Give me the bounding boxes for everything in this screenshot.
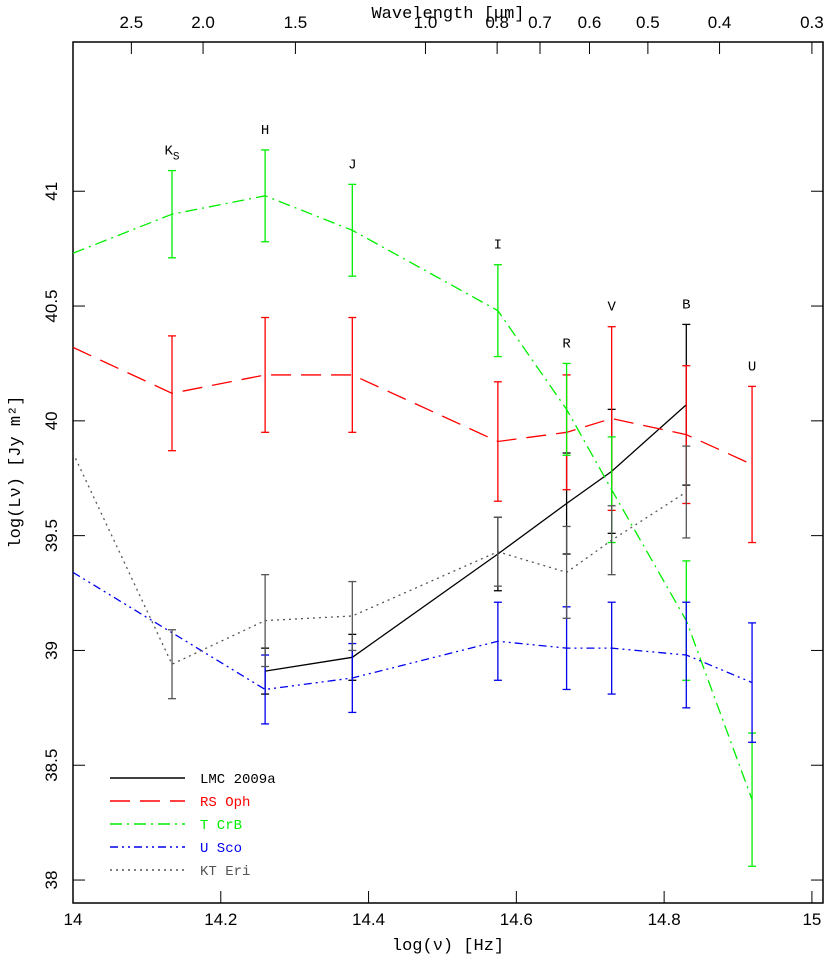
y-tick-label: 39 bbox=[42, 641, 61, 660]
error-bar bbox=[261, 316, 270, 433]
x2-tick-label: 2.0 bbox=[191, 13, 215, 32]
legend-label: U Sco bbox=[200, 841, 242, 857]
error-bar bbox=[348, 580, 357, 652]
error-bar bbox=[493, 381, 502, 502]
legend-label: LMC 2009a bbox=[200, 772, 276, 788]
x2-axis-label: Wavelength [μm] bbox=[371, 5, 524, 24]
x-tick-label: 15 bbox=[802, 910, 821, 929]
series-line bbox=[73, 452, 687, 666]
band-label-sub: S bbox=[173, 152, 180, 164]
x-tick-label: 14.2 bbox=[204, 910, 237, 929]
x2-tick-label: 2.5 bbox=[120, 13, 144, 32]
error-bar bbox=[348, 183, 357, 277]
error-bar bbox=[607, 505, 616, 576]
band-label: H bbox=[261, 123, 269, 139]
error-bar bbox=[493, 516, 502, 587]
error-bar bbox=[261, 574, 270, 668]
x2-tick-label: 1.0 bbox=[414, 13, 438, 32]
error-bar bbox=[261, 149, 270, 243]
error-bar bbox=[493, 601, 502, 681]
error-bar bbox=[748, 385, 757, 544]
x2-tick-label: 0.8 bbox=[485, 13, 509, 32]
error-bar bbox=[168, 335, 177, 452]
band-label: B bbox=[682, 297, 690, 313]
error-bar bbox=[748, 622, 757, 743]
error-bar bbox=[493, 264, 502, 358]
band-label: U bbox=[748, 359, 756, 375]
legend-label: T CrB bbox=[200, 818, 242, 834]
x-tick-label: 14 bbox=[64, 910, 83, 929]
band-label: I bbox=[494, 238, 502, 254]
error-bar bbox=[562, 525, 571, 619]
band-label: R bbox=[562, 336, 571, 352]
series-line bbox=[73, 346, 753, 466]
error-bar bbox=[348, 316, 357, 433]
y-axis-label: log(Lν) [Jy m²] bbox=[7, 395, 26, 548]
y-tick-label: 38 bbox=[42, 871, 61, 890]
y-tick-label: 40.5 bbox=[42, 289, 61, 322]
y-tick-label: 40 bbox=[42, 411, 61, 430]
band-label: J bbox=[348, 157, 356, 173]
y-tick-label: 39.5 bbox=[42, 519, 61, 552]
error-bar bbox=[748, 732, 757, 867]
legend-label: RS Oph bbox=[200, 795, 250, 811]
error-bar bbox=[168, 169, 177, 259]
x2-tick-label: 0.7 bbox=[528, 13, 552, 32]
series-line bbox=[73, 195, 753, 800]
band-label-main: K bbox=[165, 144, 174, 160]
x2-tick-label: 1.5 bbox=[284, 13, 308, 32]
y-tick-label: 41 bbox=[42, 182, 61, 201]
error-bar bbox=[682, 445, 691, 539]
x-tick-label: 14.8 bbox=[648, 910, 681, 929]
series-line bbox=[265, 404, 687, 672]
error-bar bbox=[607, 601, 616, 695]
band-label: KS bbox=[165, 144, 180, 164]
y-tick-label: 38.5 bbox=[42, 749, 61, 782]
series-line bbox=[73, 571, 753, 691]
x-tick-label: 14.4 bbox=[352, 910, 385, 929]
band-label: V bbox=[607, 300, 616, 316]
x2-tick-label: 0.3 bbox=[800, 13, 824, 32]
legend-label: KT Eri bbox=[200, 864, 250, 880]
x2-tick-label: 0.6 bbox=[578, 13, 602, 32]
error-bar bbox=[682, 601, 691, 709]
error-bar bbox=[348, 642, 357, 714]
error-bar bbox=[562, 362, 571, 456]
x2-tick-label: 0.5 bbox=[636, 13, 660, 32]
error-bar bbox=[168, 629, 177, 700]
x-tick-label: 14.6 bbox=[500, 910, 533, 929]
x-axis-label: log(ν) [Hz] bbox=[392, 937, 504, 956]
plot-frame bbox=[72, 41, 824, 904]
x2-tick-label: 0.4 bbox=[708, 13, 732, 32]
